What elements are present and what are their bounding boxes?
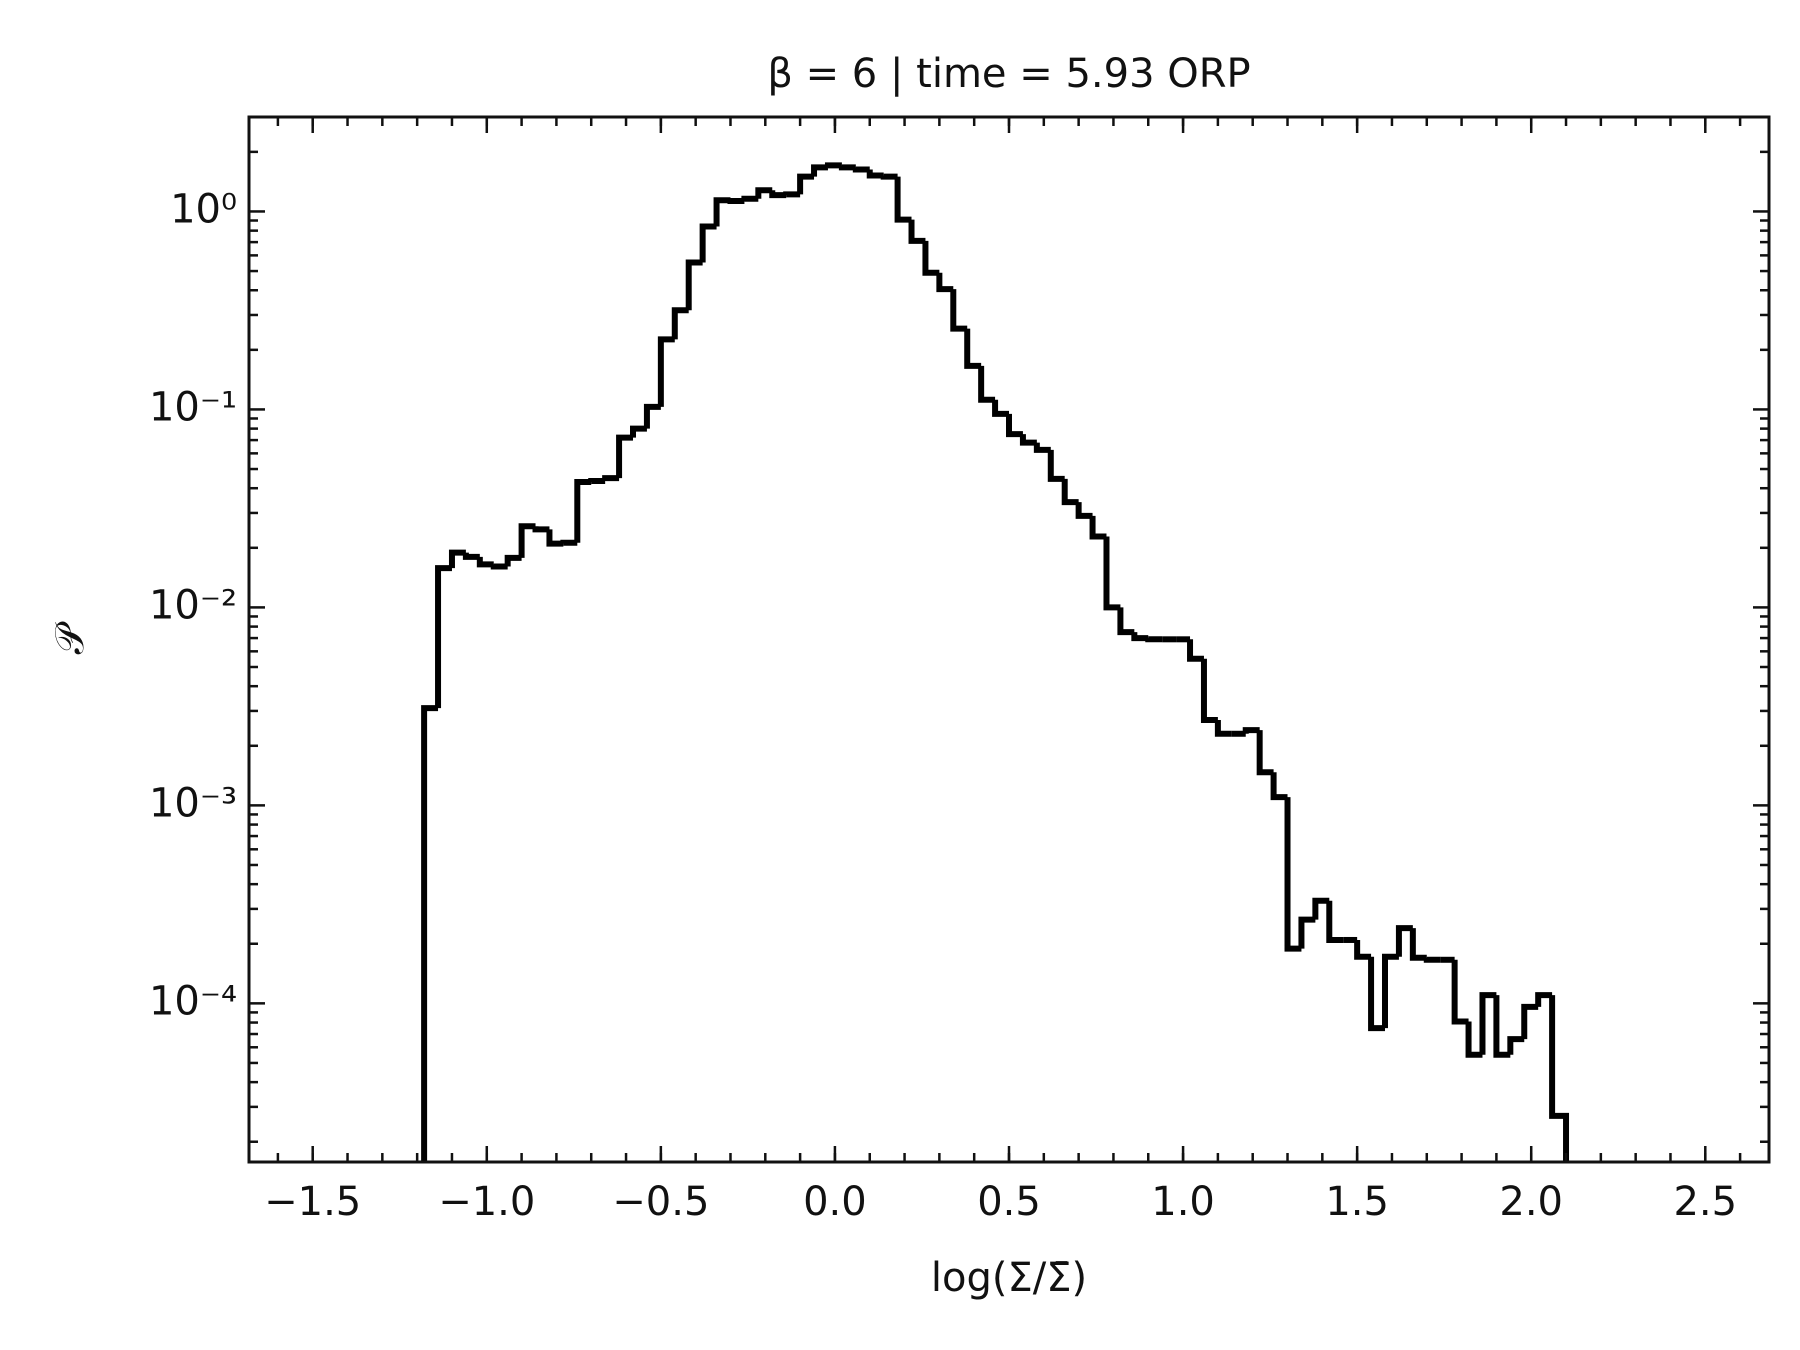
histogram-step <box>1284 797 1302 952</box>
histogram-step <box>1214 719 1232 737</box>
histogram-step <box>1117 607 1135 636</box>
histogram-step <box>685 259 703 311</box>
histogram-step <box>713 197 731 227</box>
histogram-step <box>1047 449 1065 482</box>
histogram-step <box>671 307 689 340</box>
histogram-step <box>546 529 564 547</box>
histogram-step <box>978 365 996 403</box>
histogram-step <box>616 434 634 479</box>
histogram-step <box>574 478 592 543</box>
histogram-step <box>1395 925 1413 957</box>
y-tick-label: 10⁻³ <box>149 780 237 826</box>
histogram-step <box>964 328 982 369</box>
histogram-step <box>1479 992 1497 1055</box>
histogram-step <box>1521 1003 1539 1040</box>
histogram-step <box>1256 730 1274 776</box>
histogram-step <box>950 289 968 332</box>
histogram-step <box>532 526 550 533</box>
histogram-step <box>518 523 536 558</box>
y-tick-label: 10⁻¹ <box>149 384 237 430</box>
histogram-step <box>490 563 508 570</box>
histogram-step <box>1382 953 1399 1029</box>
histogram-step <box>1535 992 1553 1007</box>
histogram-step <box>1270 772 1288 801</box>
histogram-step <box>1145 636 1163 643</box>
x-tick-label: 1.5 <box>1325 1179 1389 1225</box>
histogram-step <box>1493 995 1511 1058</box>
histogram-step <box>1103 536 1121 611</box>
histogram-step <box>727 197 745 204</box>
histogram-step <box>448 549 466 569</box>
histogram-step <box>657 336 675 407</box>
histogram-step <box>1200 658 1218 723</box>
histogram-step <box>699 223 717 263</box>
histogram-step <box>1061 478 1079 506</box>
histogram-step <box>852 166 870 173</box>
histogram-step <box>1187 639 1204 662</box>
x-axis-label: log(Σ/Σ̄) <box>931 1255 1087 1301</box>
histogram-step <box>602 475 620 482</box>
histogram-step <box>755 187 773 199</box>
histogram-step <box>741 195 759 202</box>
y-axis-label: 𝒫 <box>47 621 93 654</box>
histogram-step <box>769 190 787 199</box>
histogram-step <box>866 169 884 179</box>
histogram-step <box>1312 897 1330 920</box>
plot-area <box>421 162 1570 1162</box>
chart-title: β = 6 | time = 5.93 ORP <box>767 51 1250 97</box>
histogram-step <box>1354 939 1372 960</box>
histogram-step <box>894 176 912 223</box>
histogram-step <box>1298 916 1316 949</box>
histogram-step <box>504 554 522 567</box>
histogram-step <box>1368 956 1385 1032</box>
histogram-step <box>1451 959 1469 1025</box>
histogram-step <box>992 399 1009 417</box>
histogram-step <box>797 173 815 195</box>
histogram-step <box>476 556 494 568</box>
histogram-step <box>1423 956 1441 963</box>
histogram-step <box>630 425 647 438</box>
x-tick-label: −0.5 <box>612 1179 709 1225</box>
x-tick-label: 0.0 <box>803 1179 867 1225</box>
histogram-step <box>1465 1021 1483 1058</box>
histogram-step <box>1089 515 1107 540</box>
x-tick-label: 2.0 <box>1499 1179 1563 1225</box>
x-tick-label: −1.5 <box>264 1179 361 1225</box>
y-tick-label: 10⁻² <box>149 582 237 628</box>
histogram-step <box>1006 413 1023 438</box>
x-tick-label: −1.0 <box>438 1179 535 1225</box>
histogram-step <box>783 191 801 198</box>
histogram-step <box>1075 502 1093 519</box>
y-tick-label: 10⁻⁴ <box>149 978 237 1024</box>
histogram-step <box>922 240 940 276</box>
histogram-step <box>1131 632 1149 642</box>
histogram-step <box>811 164 828 177</box>
histogram-step <box>1019 434 1037 446</box>
histogram-step <box>1507 1036 1525 1055</box>
x-tick-label: 0.5 <box>977 1179 1041 1225</box>
histogram-step <box>588 478 606 485</box>
x-tick-label: 2.5 <box>1673 1179 1737 1225</box>
histogram-step <box>421 705 439 1162</box>
histogram-step <box>1326 900 1344 943</box>
histogram-step <box>560 539 578 546</box>
histogram-step <box>1242 727 1260 734</box>
histogram-step <box>435 565 452 709</box>
histogram-step <box>1409 928 1427 961</box>
histogram-step <box>936 272 954 293</box>
histogram-step <box>643 403 661 429</box>
histogram-step <box>838 164 856 171</box>
histogram-step <box>908 219 926 244</box>
histogram-step <box>824 162 842 169</box>
histogram-step <box>880 173 898 180</box>
y-tick-label: 10⁰ <box>170 186 237 232</box>
histogram-step <box>1033 442 1051 453</box>
histogram-step <box>1549 995 1570 1162</box>
x-tick-label: 1.0 <box>1151 1179 1215 1225</box>
histogram-step <box>462 552 480 560</box>
